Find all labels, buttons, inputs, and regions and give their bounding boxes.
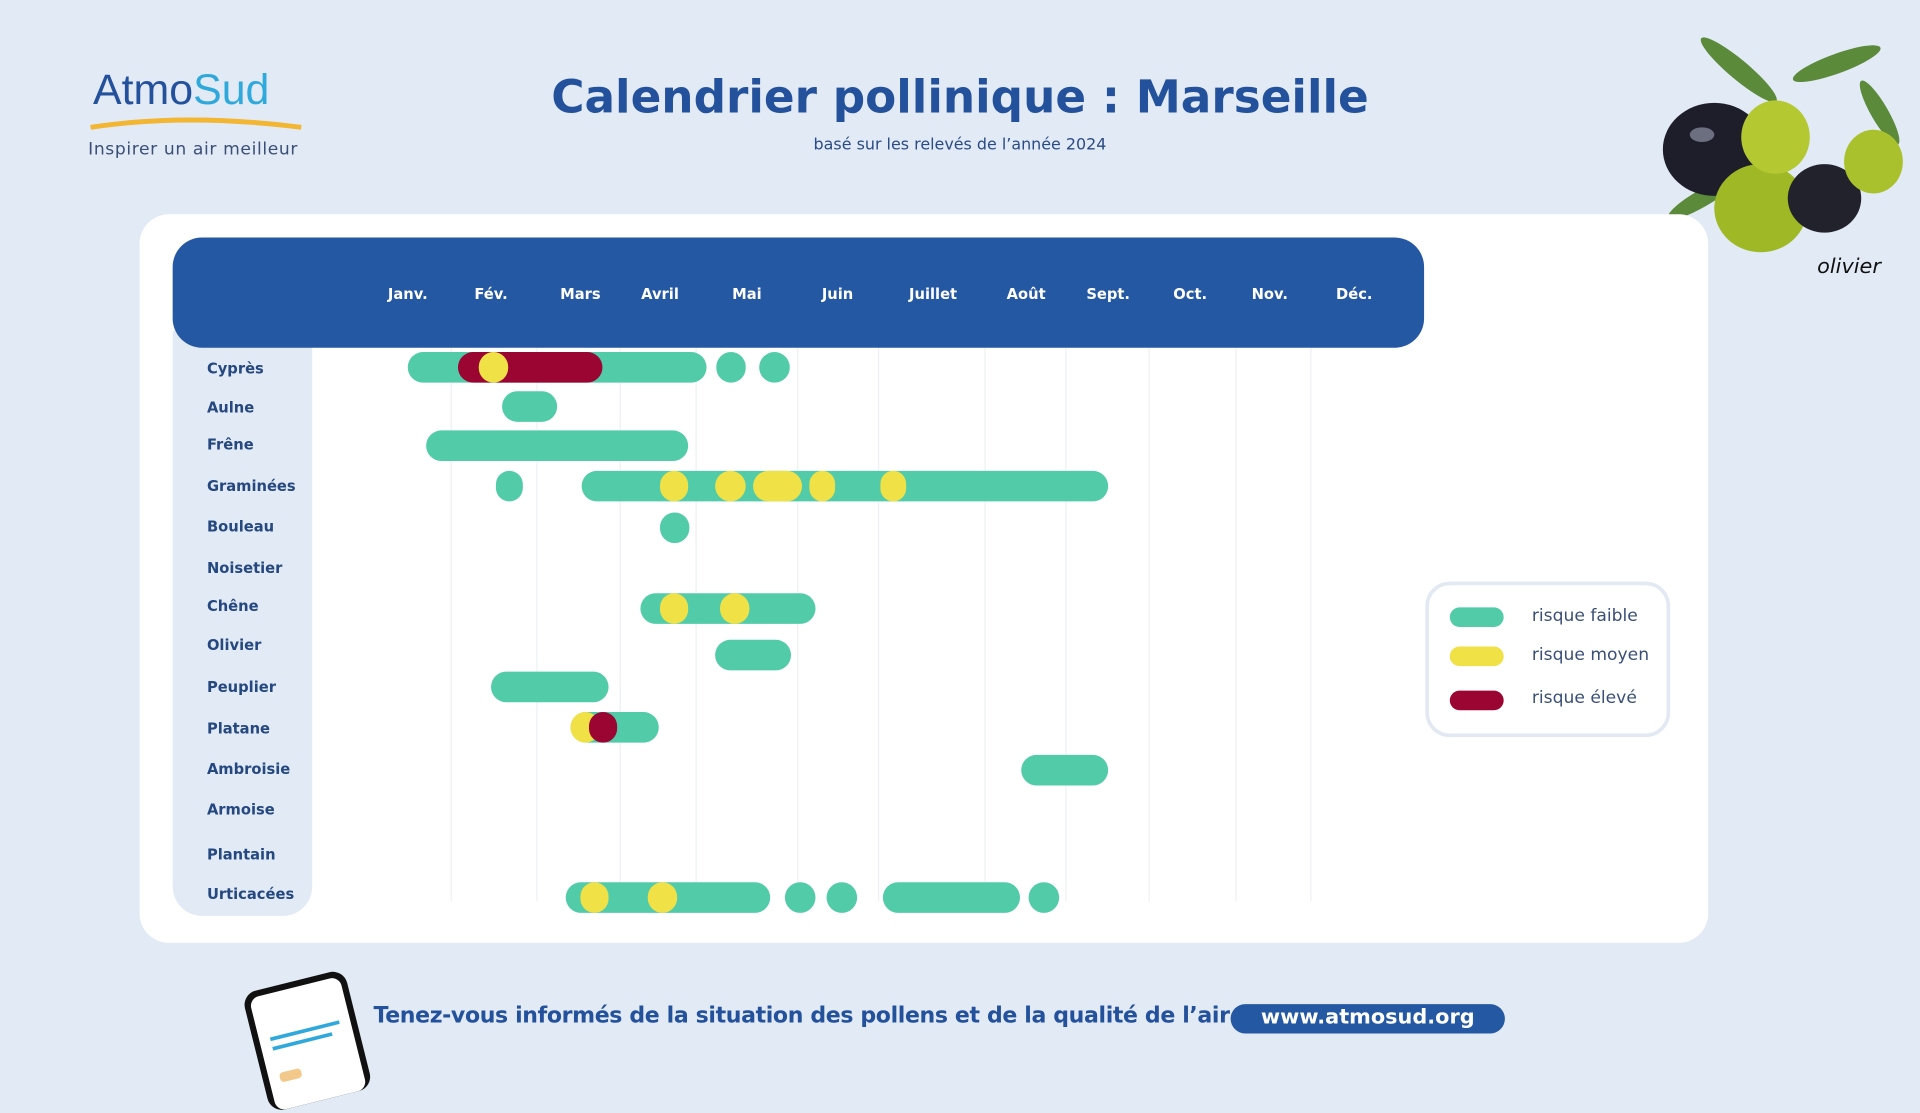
gridline [984, 347, 986, 902]
month-label: Oct. [1173, 285, 1208, 303]
pollen-label: Frêne [206, 435, 254, 454]
gridline [1065, 347, 1067, 902]
page-title: Calendrier pollinique : Marseille [551, 71, 1369, 124]
legend-label-eleve: risque élevé [1531, 688, 1637, 708]
legend-label-moyen: risque moyen [1531, 645, 1650, 665]
pollen-label: Bouleau [206, 517, 275, 536]
month-label: Fév. [474, 285, 508, 303]
pollen-period-faible [426, 430, 688, 462]
atmosud-logo: AtmoSud [93, 66, 269, 115]
pollen-period-moyen [648, 882, 678, 913]
month-label: Mai [732, 285, 762, 303]
month-label: Mars [560, 285, 601, 303]
pollen-label: Olivier [206, 636, 262, 654]
illustration-label: olivier [1817, 254, 1881, 280]
pollen-period-moyen [580, 882, 609, 913]
pollen-period-faible [716, 352, 747, 383]
pollen-period-moyen [660, 593, 688, 624]
month-label: Juillet [909, 285, 958, 303]
pollen-label: Platane [206, 720, 271, 738]
olive-illustration [1662, 37, 1903, 253]
pollen-period-faible [1021, 754, 1109, 786]
gridline [1235, 347, 1237, 902]
pollen-period-moyen [880, 470, 907, 502]
month-label: Déc. [1336, 285, 1373, 303]
website-link[interactable]: www.atmosud.org [1230, 1004, 1505, 1034]
pollen-period-moyen [809, 470, 835, 502]
gridline [797, 347, 799, 902]
gridline [450, 347, 452, 902]
pollen-label: Plantain [206, 846, 276, 864]
gridline [877, 347, 880, 902]
page-subtitle: basé sur les relevés de l’année 2024 [813, 135, 1107, 155]
pollen-label: Peuplier [206, 678, 276, 696]
pollen-period-faible [501, 391, 558, 422]
pollen-period-eleve [589, 712, 618, 743]
footer-text: Tenez-vous informés de la situation des … [373, 1002, 1292, 1029]
pollen-period-faible [882, 882, 1020, 913]
gridline [1310, 347, 1312, 902]
month-label: Juin [821, 285, 854, 303]
phone-illustration [241, 968, 374, 1113]
pollen-period-faible [759, 352, 790, 383]
legend-swatch-faible [1449, 607, 1504, 627]
legend-swatch-eleve [1449, 690, 1504, 711]
pollen-period-faible [826, 882, 858, 913]
pollen-period-moyen [753, 470, 803, 502]
legend-label-faible: risque faible [1531, 606, 1638, 626]
logo-part1: Atmo [93, 66, 194, 114]
pollen-period-faible [496, 470, 524, 502]
months-header [172, 237, 1425, 348]
pollen-period-moyen [478, 352, 508, 383]
month-label: Août [1006, 285, 1046, 303]
legend-swatch-moyen [1449, 646, 1504, 667]
pollen-period-faible [1028, 882, 1059, 913]
month-label: Sept. [1086, 285, 1131, 303]
pollen-period-faible [660, 512, 690, 544]
pollen-label: Noisetier [206, 559, 283, 577]
logo-tagline: Inspirer un air meilleur [88, 139, 299, 160]
pollen-label: Cyprès [206, 360, 264, 378]
gridline [619, 347, 621, 902]
month-label: Janv. [387, 285, 428, 303]
pollen-period-moyen [714, 470, 747, 502]
month-label: Avril [641, 285, 679, 303]
gridline [536, 347, 538, 902]
pollen-list-column [172, 330, 313, 916]
pollen-label: Aulne [206, 399, 255, 417]
pollen-label: Urticacées [206, 885, 295, 903]
pollen-period-faible [491, 671, 609, 703]
pollen-label: Ambroisie [206, 760, 291, 778]
logo-part2: Sud [193, 66, 270, 114]
gridline [1148, 347, 1150, 902]
gridline [695, 347, 697, 902]
pollen-period-moyen [719, 593, 750, 624]
poster: AtmoSud Inspirer un air meilleur Calendr… [88, 37, 1903, 1113]
pollen-period-faible [714, 639, 792, 671]
pollen-label: Chêne [206, 597, 259, 615]
pollen-period-moyen [660, 470, 688, 502]
month-label: Nov. [1251, 285, 1288, 303]
logo-swoosh-icon [90, 117, 302, 130]
pollen-label: Graminées [206, 477, 296, 495]
pollen-period-faible [784, 882, 816, 913]
pollen-label: Armoise [206, 800, 275, 818]
